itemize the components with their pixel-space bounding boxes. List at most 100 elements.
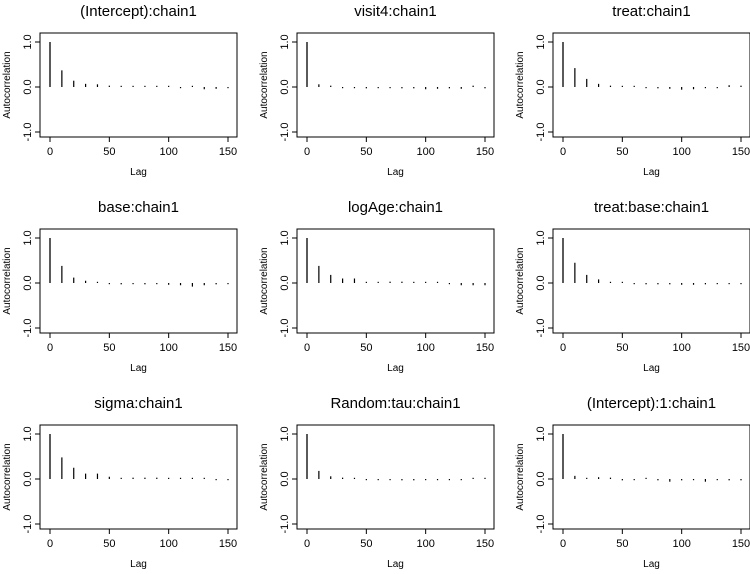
acf-panel: logAge:chain1 -1.0 0.0 1.0 Autocorrelation 0 5… [259,199,495,374]
y-tick-label: 1.0 [535,34,547,49]
acf-panel: (Intercept):chain1 -1.0 0.0 1.0 Autocorrelat… [2,3,238,178]
x-tick-label: 100 [672,342,690,354]
x-tick-label: 50 [616,538,628,550]
y-tick-label: -1.0 [279,319,291,338]
panel-title: base:chain1 [98,199,179,216]
x-axis-label: Lag [643,363,660,374]
x-tick-label: 50 [616,146,628,158]
y-tick-label: 1.0 [279,230,291,245]
y-tick-label: 0.0 [22,79,34,94]
x-tick-label: 150 [732,538,750,550]
acf-panel: base:chain1 -1.0 0.0 1.0 Autocorrelation 0 50 1… [2,199,238,374]
x-tick-label: 50 [616,342,628,354]
panel-title: Random:tau:chain1 [330,395,460,412]
x-tick-label: 150 [219,538,237,550]
x-tick-label: 100 [416,342,434,354]
y-tick-label: 0.0 [535,471,547,486]
y-tick-label: 1.0 [535,230,547,245]
y-tick-label: 1.0 [22,426,34,441]
x-tick-label: 100 [416,538,434,550]
x-axis-label: Lag [130,559,147,570]
x-axis-label: Lag [643,167,660,178]
y-axis-label: Autocorrelation [515,51,526,118]
x-axis-label: Lag [130,167,147,178]
plot-frame [39,424,238,530]
y-tick-label: -1.0 [22,319,34,338]
x-tick-label: 50 [103,342,115,354]
plot-frame [296,32,495,138]
y-tick-label: -1.0 [535,123,547,142]
y-tick-label: -1.0 [535,515,547,534]
y-axis-label: Autocorrelation [2,443,13,510]
panel-title: (Intercept):chain1 [80,3,197,20]
x-tick-label: 150 [476,146,494,158]
acf-panel: treat:chain1 -1.0 0.0 1.0 Autocorrelation 0 50… [515,3,750,178]
x-tick-label: 100 [159,342,177,354]
y-tick-label: 0.0 [279,275,291,290]
y-tick-label: 0.0 [22,275,34,290]
panel-title: (Intercept):1:chain1 [587,395,716,412]
panel-title: sigma:chain1 [94,395,182,412]
x-tick-label: 50 [103,146,115,158]
x-tick-label: 0 [560,342,566,354]
y-tick-label: 0.0 [22,471,34,486]
x-tick-label: 0 [560,146,566,158]
x-tick-label: 100 [672,146,690,158]
x-tick-label: 150 [732,342,750,354]
plot-frame [39,32,238,138]
y-axis-label: Autocorrelation [259,51,270,118]
x-tick-label: 0 [47,538,53,550]
x-tick-label: 100 [159,146,177,158]
x-tick-label: 100 [159,538,177,550]
x-tick-label: 150 [732,146,750,158]
x-tick-label: 0 [304,146,310,158]
y-tick-label: 0.0 [535,275,547,290]
plot-frame [39,228,238,334]
acf-panel: visit4:chain1 -1.0 0.0 1.0 Autocorrelation 0 5… [259,3,495,178]
y-tick-label: -1.0 [22,515,34,534]
y-axis-label: Autocorrelation [2,51,13,118]
x-axis-label: Lag [130,363,147,374]
y-tick-label: 0.0 [279,471,291,486]
x-axis-label: Lag [387,559,404,570]
x-tick-label: 0 [47,342,53,354]
x-tick-label: 50 [360,342,372,354]
x-tick-label: 100 [672,538,690,550]
panel-title: visit4:chain1 [354,3,437,20]
y-tick-label: -1.0 [22,123,34,142]
x-tick-label: 50 [103,538,115,550]
acf-panel: sigma:chain1 -1.0 0.0 1.0 Autocorrelation 0 50… [2,395,238,570]
y-tick-label: -1.0 [279,123,291,142]
x-tick-label: 150 [219,146,237,158]
y-tick-label: 1.0 [279,426,291,441]
y-tick-label: 0.0 [279,79,291,94]
y-tick-label: 1.0 [22,230,34,245]
x-tick-label: 0 [304,538,310,550]
x-tick-label: 150 [476,342,494,354]
y-tick-label: 1.0 [22,34,34,49]
y-axis-label: Autocorrelation [2,247,13,314]
x-axis-label: Lag [643,559,660,570]
x-tick-label: 0 [47,146,53,158]
y-axis-label: Autocorrelation [515,247,526,314]
acf-panel: (Intercept):1:chain1 -1.0 0.0 1.0 Autocorrel… [515,395,750,570]
panel-title: logAge:chain1 [348,199,443,216]
plot-frame [552,424,750,530]
y-tick-label: 1.0 [279,34,291,49]
y-tick-label: -1.0 [279,515,291,534]
x-tick-label: 150 [219,342,237,354]
acf-panel: Random:tau:chain1 -1.0 0.0 1.0 Autocorrelati… [259,395,495,570]
plot-frame [552,32,750,138]
panel-title: treat:chain1 [612,3,690,20]
x-tick-label: 0 [560,538,566,550]
y-axis-label: Autocorrelation [259,247,270,314]
plot-frame [296,424,495,530]
x-tick-label: 50 [360,146,372,158]
x-tick-label: 50 [360,538,372,550]
acf-panel: treat:base:chain1 -1.0 0.0 1.0 Autocorrelati… [515,199,750,374]
x-tick-label: 150 [476,538,494,550]
x-axis-label: Lag [387,167,404,178]
x-axis-label: Lag [387,363,404,374]
y-tick-label: 0.0 [535,79,547,94]
